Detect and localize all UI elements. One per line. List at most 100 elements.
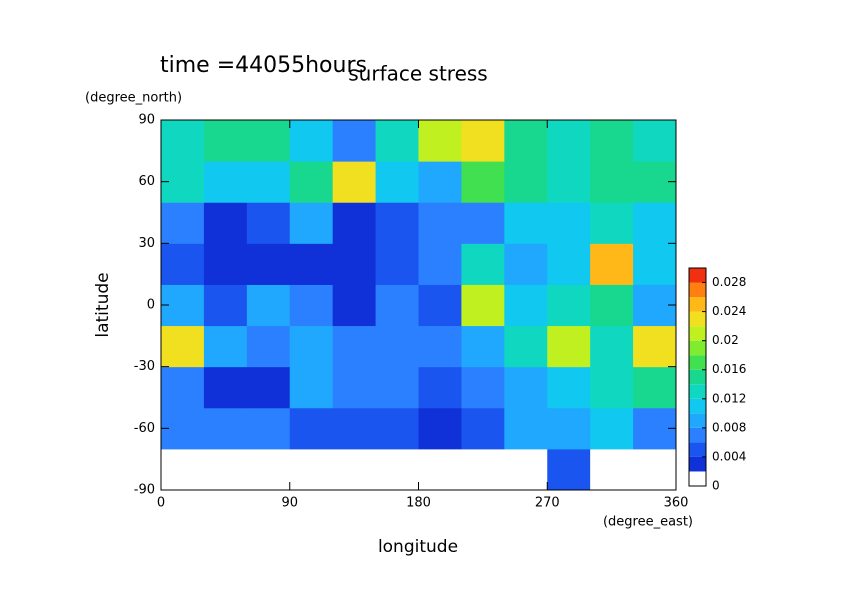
y-tick-label: 90 <box>138 113 155 128</box>
x-tick-label: 0 <box>157 496 165 511</box>
heat-cell <box>161 366 205 409</box>
heat-cell <box>461 120 505 162</box>
heat-cell <box>633 448 677 491</box>
heat-cell <box>246 325 291 368</box>
colorbar-swatch <box>689 471 706 486</box>
heat-cell <box>289 407 334 450</box>
heat-cell <box>246 448 291 491</box>
colorbar-swatch <box>689 413 706 428</box>
heat-cell <box>375 325 419 368</box>
heat-cell <box>203 325 248 368</box>
heat-cell <box>289 448 334 491</box>
x-tick-label: 90 <box>281 496 298 511</box>
heat-cell <box>590 407 634 450</box>
heat-cell <box>289 325 334 368</box>
x-unit: (degree_east) <box>603 515 693 530</box>
heat-cell <box>547 407 591 450</box>
heat-cell <box>504 284 548 327</box>
heat-cell <box>418 284 462 327</box>
heat-cell <box>289 161 334 203</box>
heat-cell <box>332 325 377 368</box>
colorbar-swatch <box>689 311 706 327</box>
heat-cell <box>418 325 462 368</box>
heat-cell <box>461 161 505 203</box>
heat-cell <box>633 325 677 368</box>
heat-cell <box>418 407 462 450</box>
heat-cell <box>375 448 419 491</box>
y-tick-label: 60 <box>138 174 155 189</box>
heat-cell <box>203 243 248 285</box>
heat-cell <box>547 284 591 327</box>
heat-cell <box>590 366 634 409</box>
heat-cell <box>375 202 419 244</box>
heat-cell <box>289 366 334 409</box>
heat-cell <box>633 243 677 285</box>
heat-cell <box>246 243 291 285</box>
heat-cell <box>547 161 591 203</box>
heat-cell <box>375 407 419 450</box>
heat-cell <box>547 366 591 409</box>
heat-cell <box>161 202 205 244</box>
heat-cell <box>461 243 505 285</box>
heat-cell <box>461 284 505 327</box>
heat-cell <box>289 202 334 244</box>
heat-cell <box>246 161 291 203</box>
heat-cell <box>504 243 548 285</box>
heat-cell <box>504 120 548 162</box>
heat-cell <box>418 161 462 203</box>
heat-cell <box>332 161 377 203</box>
heat-cell <box>590 202 634 244</box>
heat-cell <box>590 161 634 203</box>
heat-cell <box>504 448 548 491</box>
heat-cell <box>547 202 591 244</box>
x-axis-label: longitude <box>378 537 458 557</box>
heat-cell <box>332 243 377 285</box>
colorbar-tick-label: 0 <box>712 479 720 493</box>
heat-cell <box>161 448 205 491</box>
heat-cell <box>289 284 334 327</box>
colorbar-tick-label: 0.012 <box>712 391 746 405</box>
heat-cell <box>633 366 677 409</box>
colorbar-swatch <box>689 355 706 370</box>
heat-cell <box>375 366 419 409</box>
heat-cell <box>375 120 419 162</box>
heat-cell <box>418 243 462 285</box>
heat-cell <box>161 325 205 368</box>
heat-cell <box>203 202 248 244</box>
heat-cell <box>289 243 334 285</box>
heat-cell <box>504 202 548 244</box>
heat-cell <box>161 120 205 162</box>
heat-cell <box>246 366 291 409</box>
heat-cell <box>332 284 377 327</box>
y-tick-label: 0 <box>147 298 155 313</box>
heat-cell <box>418 202 462 244</box>
heat-cell <box>590 243 634 285</box>
x-tick-label: 360 <box>664 496 689 511</box>
heat-cell <box>203 407 248 450</box>
colorbar-swatch <box>689 326 706 341</box>
y-tick-label: 30 <box>138 236 155 251</box>
heat-cell <box>461 202 505 244</box>
y-tick-label: -60 <box>134 421 155 436</box>
colorbar-swatch <box>689 297 706 312</box>
colorbar-swatch <box>689 456 706 472</box>
heat-cell <box>504 161 548 203</box>
heat-cell <box>504 366 548 409</box>
colorbar-swatch <box>689 369 706 385</box>
heat-cell <box>246 120 291 162</box>
heat-cell <box>289 120 334 162</box>
heat-cell <box>203 366 248 409</box>
colorbar-swatch <box>689 384 706 399</box>
heat-cell <box>461 366 505 409</box>
chart-subtitle: time =44055hours <box>160 53 367 78</box>
colorbar-tick-label: 0.008 <box>712 420 746 434</box>
heat-cell <box>547 120 591 162</box>
heat-cell <box>375 284 419 327</box>
heat-cell <box>246 407 291 450</box>
heat-cell <box>504 407 548 450</box>
heat-cell <box>590 325 634 368</box>
heat-cell <box>547 325 591 368</box>
heat-cell <box>418 448 462 491</box>
heat-cell <box>203 120 248 162</box>
